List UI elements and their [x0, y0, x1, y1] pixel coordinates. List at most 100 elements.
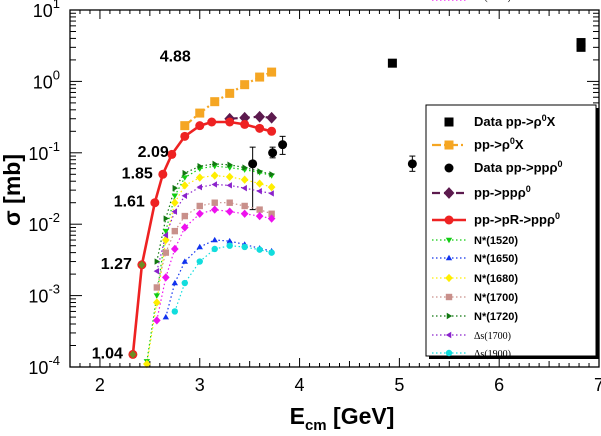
annotations: 1.04 1.27 1.61 1.85 2.09 4.88	[92, 48, 191, 362]
y-tick-exponent: 0	[53, 67, 60, 82]
data-point-D1905	[152, 316, 161, 325]
legend-label-part: ρ	[549, 160, 557, 175]
legend-label-part: Δs(1900)	[474, 349, 511, 360]
data-point-N1650	[181, 258, 188, 264]
y-axis-title: σ [mb]	[0, 154, 25, 226]
data-point-N1700	[211, 199, 218, 206]
y-tick-exponent: -3	[48, 282, 60, 297]
data-point-N1680	[161, 235, 170, 245]
y-tick-label: 10-3	[28, 282, 60, 307]
y-tick-label: 101	[33, 0, 60, 21]
legend-label-part: pp->pp	[474, 185, 518, 200]
data-point-N1720	[242, 164, 248, 171]
data-point-N1720	[197, 162, 203, 170]
data-point-model_ppR	[158, 169, 168, 179]
y-tick-exponent: -1	[48, 139, 60, 154]
data-point-N1700	[181, 212, 188, 220]
data-point-N1650	[171, 279, 179, 286]
data-point-N1700	[171, 227, 179, 235]
data-point-data_pp_rho	[278, 140, 288, 150]
series-line-D1905	[156, 208, 272, 321]
data-point-N1720	[172, 184, 179, 192]
data-point-N1650	[196, 243, 203, 250]
data-point-model_rho_x	[225, 88, 235, 98]
data-point-model_pp_rho	[254, 110, 266, 123]
legend-marker-N1680	[445, 273, 453, 283]
data-point-data_pp_rho	[268, 148, 278, 158]
legend-label-data_rho_x: Data pp->ρ0X	[474, 113, 556, 129]
data-point-N1650	[162, 313, 170, 320]
legend-label-part: N*(1520)	[474, 235, 518, 247]
legend-label-D1905: Δs(1905)	[474, 0, 511, 3]
data-point-D1700	[153, 267, 160, 275]
legend-label-part: ρ	[502, 137, 510, 152]
data-point-N1650	[211, 236, 218, 243]
data-point-model_rho_x	[180, 121, 190, 131]
data-point-model_rho_x	[195, 108, 205, 118]
data-point-N1680	[195, 173, 204, 182]
data-point-D1905	[225, 207, 234, 216]
data-point-D1905	[180, 223, 189, 232]
data-point-D1700	[171, 208, 178, 215]
data-point-N1520	[181, 175, 188, 181]
x-axis-title-label_sub: cm	[305, 417, 327, 434]
legend-label-part: ρ	[518, 185, 526, 200]
x-tick-label: 7	[594, 375, 601, 395]
data-point-D1700	[241, 184, 247, 192]
legend-marker-N1700	[445, 293, 453, 301]
data-point-model_ppR	[195, 121, 205, 131]
data-point-D1900	[241, 243, 248, 251]
data-point-D1900	[226, 242, 233, 249]
legend-marker-model_rho_x	[444, 140, 454, 150]
legend-label-N1680: N*(1680)	[474, 273, 518, 285]
y-axis-title-label_symbol: σ	[0, 210, 25, 226]
legend-label-part: Data pp->pp	[474, 160, 550, 175]
y-tick-mantissa: 10	[33, 1, 53, 21]
data-point-model_ppR	[167, 149, 177, 159]
data-point-N1700	[196, 202, 203, 210]
data-point-N1520	[171, 193, 179, 199]
legend-marker-D1700	[445, 331, 452, 339]
legend-label-part: N*(1650)	[474, 253, 518, 265]
legend-label-part: ρ	[534, 114, 542, 129]
data-point-N1700	[256, 206, 263, 213]
legend-label-part: 0	[526, 184, 531, 194]
data-point-data_rho_x	[576, 38, 586, 48]
annotation-label: 1.27	[101, 256, 132, 273]
y-tick-label: 10-1	[28, 139, 60, 164]
y-tick-label: 10-4	[28, 353, 60, 378]
data-point-N1680	[240, 175, 249, 184]
y-tick-exponent: -4	[48, 353, 60, 368]
data-point-D1900	[196, 258, 203, 265]
data-point-D1900	[171, 308, 179, 315]
data-point-N1720	[182, 169, 188, 177]
data-point-N1520	[162, 228, 170, 235]
legend-marker-model_pp_rho	[443, 187, 455, 199]
data-point-N1680	[225, 172, 234, 182]
data-point-data_pp_rho	[407, 159, 417, 169]
data-point-D1700	[162, 232, 169, 239]
data-point-N1680	[267, 183, 276, 192]
x-axis-title-label_unit: [GeV]	[327, 403, 395, 429]
data-point-N1720	[257, 168, 263, 175]
series-markers	[128, 38, 586, 369]
y-tick-mantissa: 10	[28, 287, 48, 307]
data-point-D1700	[181, 192, 188, 199]
threshold-marker	[138, 260, 146, 269]
data-point-D1905	[240, 209, 249, 218]
data-point-D1700	[226, 182, 232, 189]
y-tick-exponent: 1	[53, 0, 60, 11]
threshold-marker	[129, 350, 137, 359]
x-tick-label: 3	[195, 375, 205, 395]
data-point-model_ppR	[207, 117, 217, 127]
legend-label-N1650: N*(1650)	[474, 253, 518, 265]
legend-label-part: N*(1720)	[474, 311, 518, 323]
annotation-label: 2.09	[138, 144, 169, 161]
legend-marker-model_ppR	[444, 215, 454, 225]
legend-label-part: Δs(1905)	[474, 0, 511, 3]
series-line-model_pp_rho	[229, 115, 272, 120]
data-point-N1700	[153, 284, 161, 291]
x-axis-title-label_main: E	[290, 403, 305, 429]
